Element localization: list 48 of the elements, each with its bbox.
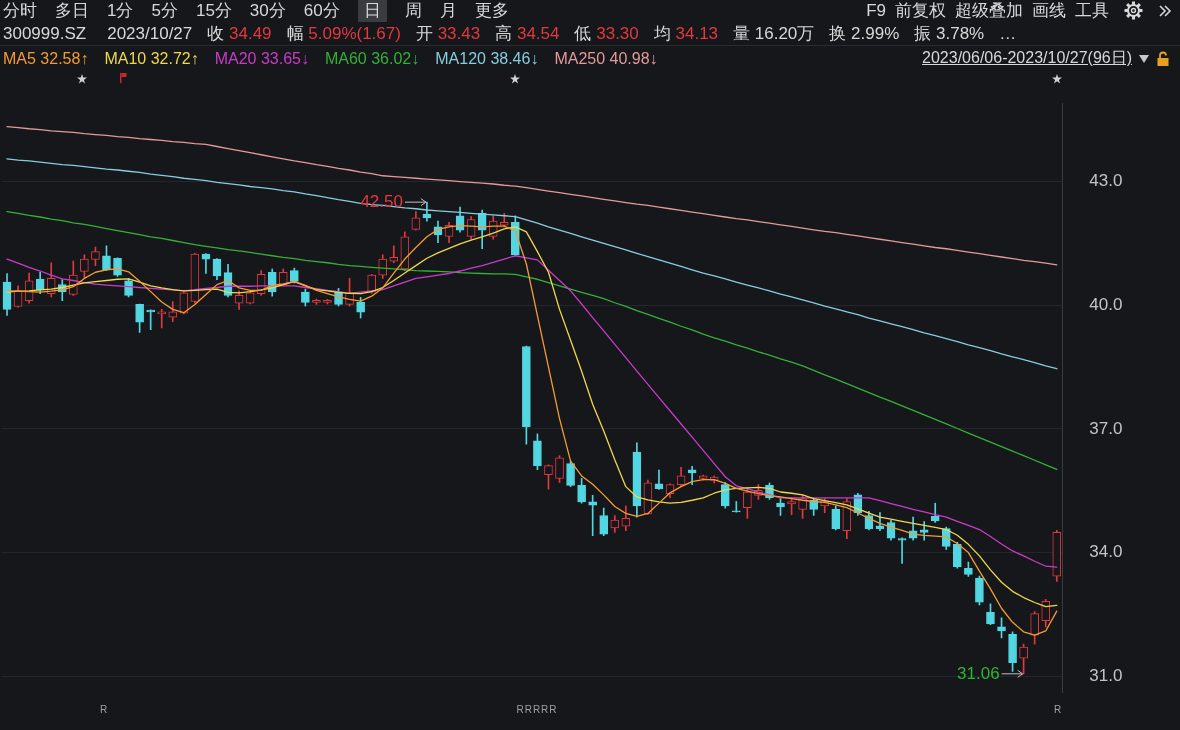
text: 收 34.49 <box>207 23 272 45</box>
y-tick-label: 34.0 <box>1089 542 1123 562</box>
text: 低 33.30 <box>574 23 639 45</box>
text: 30分 <box>249 0 286 22</box>
text: R <box>1053 704 1063 715</box>
candlestick <box>732 501 741 513</box>
text: MA250 40.98↓ <box>554 49 658 68</box>
candlestick <box>897 537 907 564</box>
text: 超级叠加 <box>955 0 1023 22</box>
y-tick-label: 31.0 <box>1089 666 1123 685</box>
text: RRRRR <box>516 704 558 715</box>
text: 画线 <box>1032 0 1066 22</box>
text: 高 34.54 <box>495 23 560 45</box>
text: 量 16.20万 <box>733 23 815 45</box>
text: 前复权 <box>895 0 946 22</box>
y-tick-label: 37.0 <box>1089 418 1123 438</box>
chart-title: 300999.SZ <box>3 23 87 44</box>
text: 工具 <box>1075 0 1109 22</box>
text: MA5 32.58↑ <box>3 49 89 68</box>
text: 均 34.13 <box>653 23 719 45</box>
text: MA60 36.02↓ <box>324 49 420 68</box>
y-tick-label: 43.0 <box>1089 171 1123 191</box>
candlestick <box>588 494 598 537</box>
text: 月 <box>439 0 457 22</box>
text: 2023/06/06-2023/10/27(96日) <box>922 48 1132 68</box>
text: MA10 32.72↑ <box>104 49 199 68</box>
text: 振 3.78% <box>914 23 985 45</box>
annotation: 31.06 <box>957 663 1000 683</box>
y-tick-label: 40.0 <box>1089 294 1123 314</box>
text: 5分 <box>151 0 178 22</box>
text: 更多 <box>474 0 509 22</box>
text: F9 <box>866 0 886 21</box>
text: 分时 <box>3 0 37 22</box>
candlestick <box>157 309 167 329</box>
text: R <box>99 704 109 715</box>
text: 幅 5.09%(1.67) <box>286 23 401 45</box>
text: 换 2.99% <box>829 23 900 45</box>
text: MA120 38.46↓ <box>435 49 539 68</box>
text: 1分 <box>107 0 134 22</box>
text: MA20 33.65↓ <box>214 49 309 68</box>
text: 15分 <box>195 0 232 22</box>
text: 多日 <box>55 0 89 22</box>
chart-subtitle: 2023/10/27 <box>107 23 193 44</box>
text: 60分 <box>303 0 340 22</box>
text: 周 <box>404 0 422 22</box>
text: 日 <box>357 0 387 22</box>
text: … <box>999 23 1017 44</box>
text: 开 33.43 <box>415 23 481 45</box>
